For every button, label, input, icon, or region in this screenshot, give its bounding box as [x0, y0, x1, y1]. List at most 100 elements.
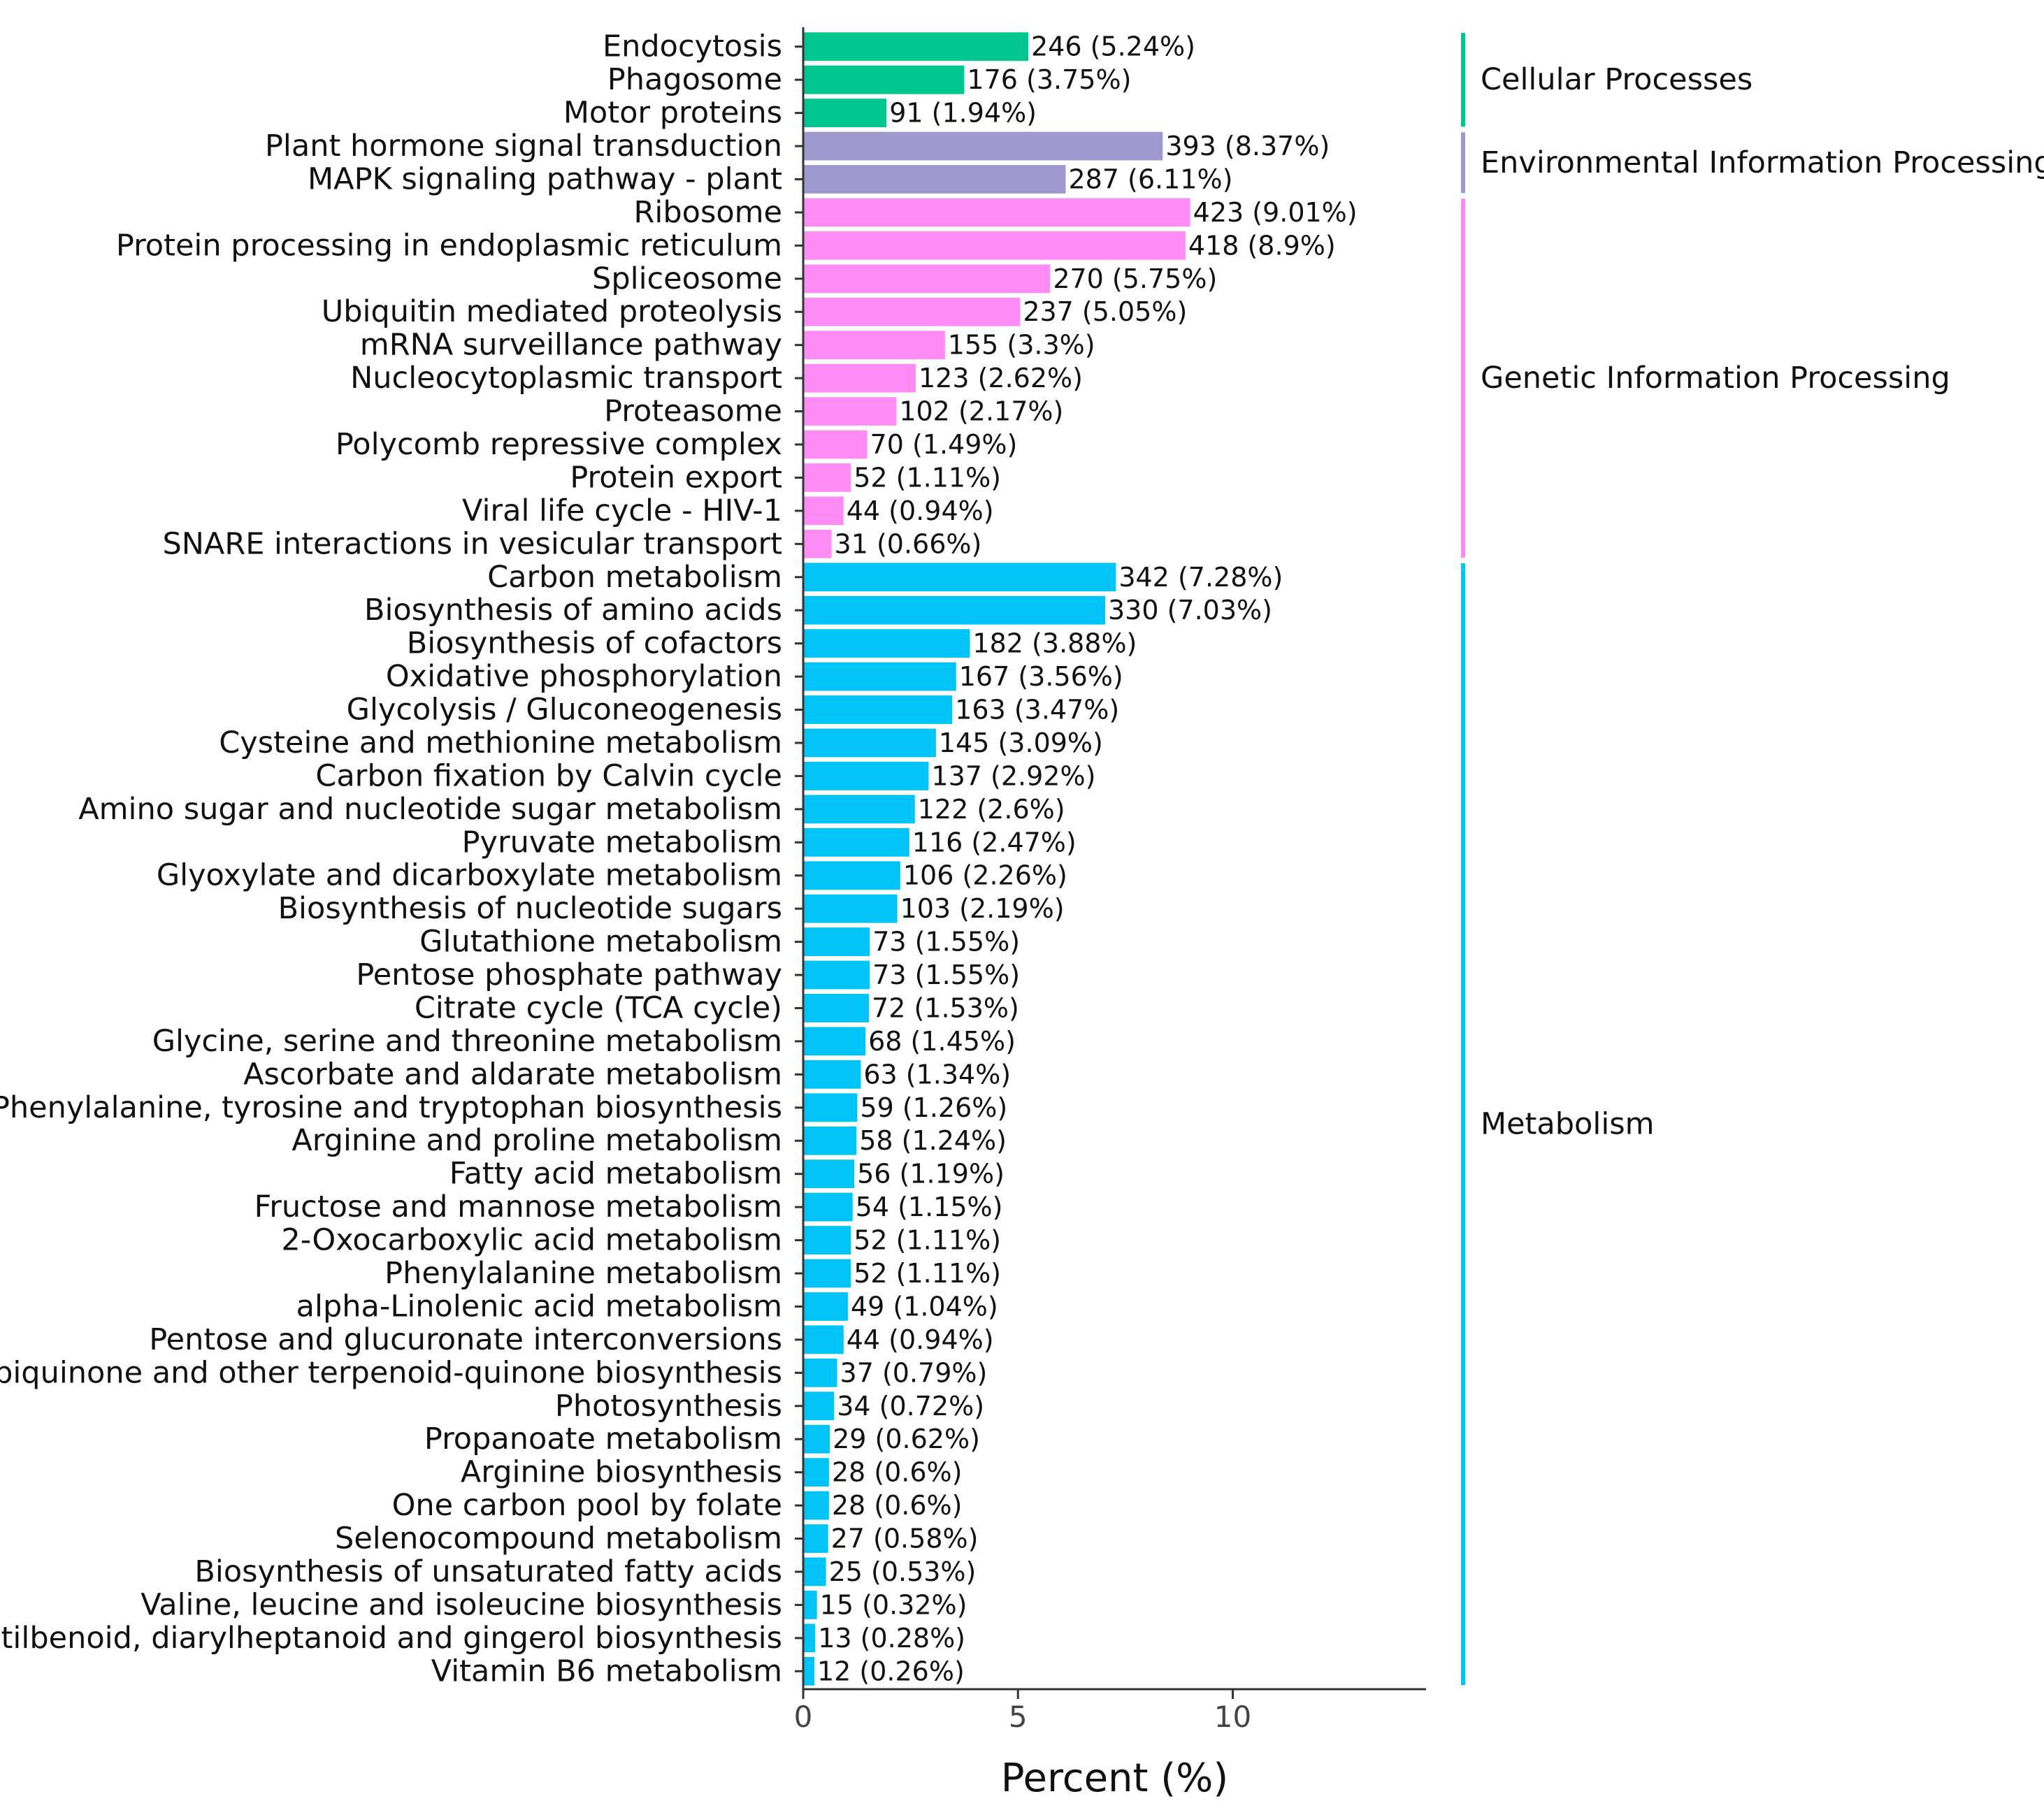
category-label-biosynthesis-of-cofactors: Biosynthesis of cofactors [407, 626, 782, 661]
bar-nucleocytoplasmic-transport [803, 363, 916, 393]
bar-biosynthesis-of-unsaturated-fatty-acids [803, 1557, 826, 1586]
bar-vitamin-b6-metabolism [803, 1656, 814, 1686]
bar-mrna-surveillance-pathway [803, 331, 945, 360]
category-label-phenylalanine-tyrosine-and-tryptophan-biosynthesis: Phenylalanine, tyrosine and tryptophan b… [0, 1090, 782, 1125]
value-label-ascorbate-and-aldarate-metabolism: 63 (1.34%) [863, 1059, 1011, 1090]
value-label-alpha-linolenic-acid-metabolism: 49 (1.04%) [851, 1291, 998, 1322]
bar-pentose-and-glucuronate-interconversions [803, 1325, 844, 1354]
category-label-glycolysis-gluconeogenesis: Glycolysis / Gluconeogenesis [347, 693, 782, 728]
bar-motor-proteins [803, 99, 887, 127]
category-label-citrate-cycle-tca-cycle: Citrate cycle (TCA cycle) [415, 990, 782, 1025]
category-label-biosynthesis-of-amino-acids: Biosynthesis of amino acids [364, 593, 782, 628]
category-label-pentose-phosphate-pathway: Pentose phosphate pathway [356, 957, 782, 992]
group-annotations: Cellular Processes Environmental Informat… [1461, 33, 2044, 1685]
bar-ribosome [803, 198, 1190, 227]
bar-oxidative-phosphorylation [803, 662, 956, 691]
value-label-propanoate-metabolism: 29 (0.62%) [833, 1424, 980, 1454]
value-label-protein-export: 52 (1.11%) [854, 462, 1001, 493]
bar-spliceosome [803, 264, 1051, 294]
value-label-oxidative-phosphorylation: 167 (3.56%) [959, 661, 1123, 692]
category-label-proteasome: Proteasome [604, 394, 782, 429]
category-label-pyruvate-metabolism: Pyruvate metabolism [462, 825, 782, 860]
bar-plant-hormone-signal-transduction [803, 131, 1163, 161]
value-label-glutathione-metabolism: 73 (1.55%) [872, 927, 1020, 957]
category-label-motor-proteins: Motor proteins [563, 96, 782, 131]
bar-photosynthesis [803, 1391, 835, 1421]
value-label-glycine-serine-and-threonine-metabolism: 68 (1.45%) [868, 1026, 1016, 1057]
bar-glyoxylate-and-dicarboxylate-metabolism [803, 861, 900, 890]
value-label-biosynthesis-of-unsaturated-fatty-acids: 25 (0.53%) [829, 1556, 977, 1587]
bar-mapk-signaling-pathway-plant [803, 165, 1066, 194]
category-label-nucleocytoplasmic-transport: Nucleocytoplasmic transport [350, 361, 782, 396]
value-label-photosynthesis: 34 (0.72%) [837, 1391, 984, 1422]
bar-arginine-and-proline-metabolism [803, 1126, 857, 1155]
bar-ubiquitin-mediated-proteolysis [803, 297, 1021, 326]
value-label-nucleocytoplasmic-transport: 123 (2.62%) [919, 363, 1083, 393]
value-label-mrna-surveillance-pathway: 155 (3.3%) [948, 330, 1095, 361]
bar-biosynthesis-of-nucleotide-sugars [803, 894, 898, 923]
category-label-amino-sugar-and-nucleotide-sugar-metabolism: Amino sugar and nucleotide sugar metabol… [78, 792, 782, 827]
value-label-ribosome: 423 (9.01%) [1193, 197, 1358, 228]
value-label-phenylalanine-tyrosine-and-tryptophan-biosynthesis: 59 (1.26%) [860, 1092, 1007, 1123]
category-label-alpha-linolenic-acid-metabolism: alpha-Linolenic acid metabolism [296, 1289, 782, 1324]
value-label-fructose-and-mannose-metabolism: 54 (1.15%) [856, 1192, 1003, 1222]
category-label-mrna-surveillance-pathway: mRNA surveillance pathway [360, 328, 782, 363]
category-label-carbon-metabolism: Carbon metabolism [487, 560, 782, 595]
value-label-pentose-and-glucuronate-interconversions: 44 (0.94%) [847, 1324, 994, 1355]
category-label-fructose-and-mannose-metabolism: Fructose and mannose metabolism [254, 1189, 782, 1224]
category-label-cysteine-and-methionine-metabolism: Cysteine and methionine metabolism [219, 725, 782, 760]
bar-2-oxocarboxylic-acid-metabolism [803, 1226, 851, 1254]
value-label-phenylalanine-metabolism: 52 (1.11%) [854, 1258, 1001, 1289]
value-label-glyoxylate-and-dicarboxylate-metabolism: 106 (2.26%) [903, 860, 1067, 891]
bar-phagosome [803, 65, 965, 94]
value-label-protein-processing-in-endoplasmic-reticulum: 418 (8.9%) [1188, 230, 1336, 261]
value-label-snare-interactions-in-vesicular-transport: 31 (0.66%) [835, 528, 982, 559]
bar-ubiquinone-and-other-terpenoid-quinone-biosynthesis [803, 1358, 837, 1387]
x-axis-title: Percent (%) [1001, 1756, 1228, 1801]
value-label-biosynthesis-of-cofactors: 182 (3.88%) [972, 628, 1137, 659]
category-label-photosynthesis: Photosynthesis [555, 1389, 782, 1424]
bar-stilbenoid-diarylheptanoid-and-gingerol-biosynthesis [803, 1624, 816, 1653]
category-label-ribosome: Ribosome [634, 195, 782, 230]
x-tick-label: 5 [1009, 1700, 1028, 1734]
value-label-viral-life-cycle-hiv-1: 44 (0.94%) [847, 496, 994, 526]
value-label-one-carbon-pool-by-folate: 28 (0.6%) [832, 1490, 963, 1521]
bar-protein-processing-in-endoplasmic-reticulum [803, 231, 1186, 260]
category-label-arginine-biosynthesis: Arginine biosynthesis [461, 1455, 782, 1490]
category-label-biosynthesis-of-nucleotide-sugars: Biosynthesis of nucleotide sugars [278, 891, 782, 926]
bar-cysteine-and-methionine-metabolism [803, 728, 936, 758]
bar-pentose-phosphate-pathway [803, 960, 870, 990]
value-label-selenocompound-metabolism: 27 (0.58%) [831, 1524, 979, 1554]
bar-one-carbon-pool-by-folate [803, 1491, 829, 1520]
category-label-endocytosis: Endocytosis [603, 29, 782, 64]
value-label-stilbenoid-diarylheptanoid-and-gingerol-biosynthesis: 13 (0.28%) [818, 1623, 965, 1654]
category-label-ascorbate-and-aldarate-metabolism: Ascorbate and aldarate metabolism [243, 1057, 782, 1092]
bar-citrate-cycle-tca-cycle [803, 994, 870, 1022]
value-label-ubiquitin-mediated-proteolysis: 237 (5.05%) [1023, 296, 1187, 327]
bar-fatty-acid-metabolism [803, 1159, 855, 1189]
category-label-oxidative-phosphorylation: Oxidative phosphorylation [386, 659, 782, 694]
bar-phenylalanine-metabolism [803, 1259, 851, 1288]
value-label-mapk-signaling-pathway-plant: 287 (6.11%) [1068, 164, 1232, 194]
value-label-carbon-fixation-by-calvin-cycle: 137 (2.92%) [931, 760, 1095, 791]
value-label-vitamin-b6-metabolism: 12 (0.26%) [817, 1656, 965, 1686]
category-label-carbon-fixation-by-calvin-cycle: Carbon fixation by Calvin cycle [315, 758, 782, 793]
category-label-vitamin-b6-metabolism: Vitamin B6 metabolism [431, 1654, 782, 1689]
bar-amino-sugar-and-nucleotide-sugar-metabolism [803, 795, 915, 824]
axes: Percent (%) 0 5 10 [794, 27, 1426, 1801]
value-label-proteasome: 102 (2.17%) [899, 396, 1063, 427]
bar-glutathione-metabolism [803, 927, 870, 956]
value-label-glycolysis-gluconeogenesis: 163 (3.47%) [955, 695, 1119, 725]
bar-propanoate-metabolism [803, 1424, 830, 1454]
bar-alpha-linolenic-acid-metabolism [803, 1292, 848, 1321]
value-label-citrate-cycle-tca-cycle: 72 (1.53%) [872, 992, 1019, 1023]
group-label-metabolism: Metabolism [1481, 1107, 1655, 1142]
value-labels: 246 (5.24%)176 (3.75%)91 (1.94%) 393 (8.3… [817, 31, 1358, 1687]
category-label-selenocompound-metabolism: Selenocompound metabolism [335, 1521, 782, 1556]
value-label-polycomb-repressive-complex: 70 (1.49%) [870, 429, 1018, 460]
group-label-cellular-processes: Cellular Processes [1481, 62, 1752, 97]
bar-fructose-and-mannose-metabolism [803, 1192, 853, 1222]
bar-endocytosis [803, 32, 1028, 62]
